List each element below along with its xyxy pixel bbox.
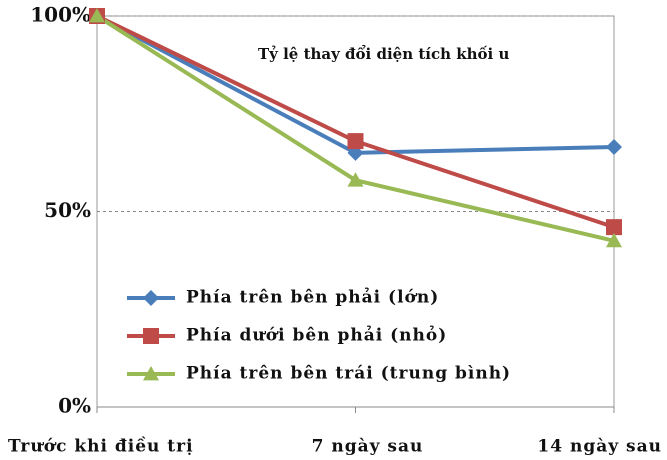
legend-marker bbox=[143, 366, 159, 381]
annotation: Tỷ lệ thay đổi diện tích khối u bbox=[258, 45, 509, 63]
legend-marker bbox=[143, 328, 159, 344]
legend-label: Phía trên bên phải (lớn) bbox=[186, 288, 439, 308]
y-tick-label: 100% bbox=[30, 3, 91, 27]
x-tick-label: 7 ngày sau bbox=[312, 437, 424, 457]
marker bbox=[347, 172, 364, 187]
x-tick-label: 14 ngày sau bbox=[537, 437, 662, 457]
legend-marker bbox=[143, 290, 159, 306]
y-tick-label: 0% bbox=[58, 394, 91, 418]
series-line bbox=[96, 14, 615, 155]
marker bbox=[606, 138, 622, 155]
marker bbox=[89, 8, 105, 23]
legend-label: Phía dưới bên phải (nhỏ) bbox=[186, 326, 447, 346]
y-tick-label: 50% bbox=[44, 198, 91, 222]
marker bbox=[347, 133, 364, 150]
marker bbox=[606, 219, 622, 236]
legend-label: Phía trên bên trái (trung bình) bbox=[186, 364, 511, 384]
marker bbox=[606, 232, 622, 248]
x-tick-label: Trước khi điều trị bbox=[8, 437, 194, 457]
